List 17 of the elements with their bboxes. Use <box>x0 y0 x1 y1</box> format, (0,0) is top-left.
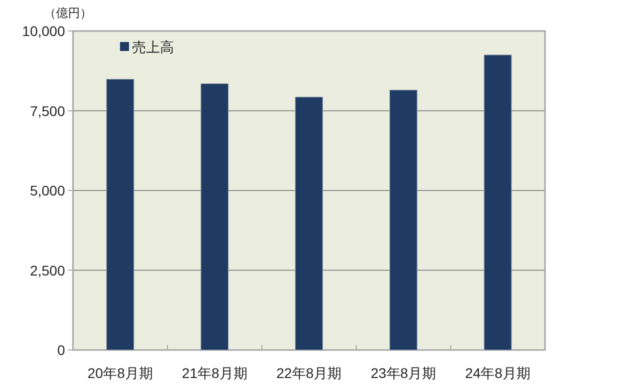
x-tick-label: 22年8月期 <box>276 365 342 381</box>
y-tick-label: 7,500 <box>30 102 66 119</box>
bar <box>389 90 418 350</box>
bar <box>200 83 229 350</box>
bar <box>106 78 134 350</box>
y-axis-title: （億円） <box>44 6 92 20</box>
y-tick-label: 0 <box>57 342 66 358</box>
y-tick-label: 5,000 <box>30 182 66 198</box>
x-tick-label: 24年8月期 <box>465 365 530 381</box>
x-tick-label: 23年8月期 <box>370 365 436 381</box>
legend-label: 売上高 <box>132 39 174 55</box>
x-tick-label: 20年8月期 <box>88 365 153 381</box>
bar <box>295 96 323 350</box>
x-tick-label: 21年8月期 <box>182 365 248 381</box>
bar <box>484 54 512 350</box>
y-tick-label: 10,000 <box>22 23 66 39</box>
y-tick-label: 2,500 <box>30 262 66 278</box>
